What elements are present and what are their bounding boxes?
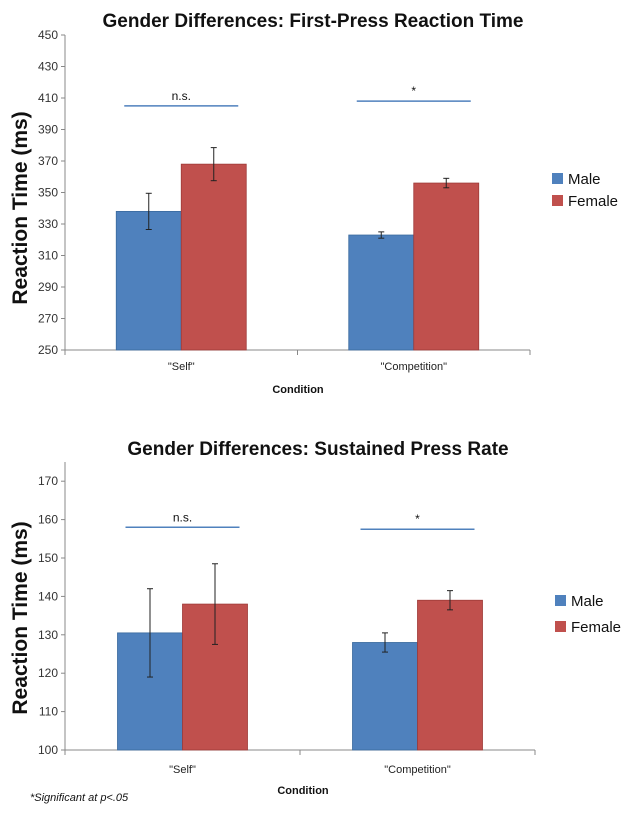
chart1-y-tick-label: 450: [38, 28, 58, 42]
chart1-significance-label-1: n.s.: [172, 89, 191, 103]
chart2-bar-male-2: [352, 642, 418, 751]
chart2-bar-female-2: [417, 599, 483, 751]
chart1-bar-female-2: [413, 182, 480, 351]
chart1-legend-label-female: Female: [568, 193, 618, 210]
chart2-title: Gender Differences: Sustained Press Rate: [127, 439, 508, 460]
chart2-y-tick-label: 100: [38, 743, 58, 757]
chart1-y-tick-label: 410: [38, 91, 58, 105]
chart2-y-tick-label: 170: [38, 474, 58, 488]
chart1-category-label-1: "Self": [168, 361, 195, 373]
chart2-category-labels: "Self" "Competition": [169, 764, 451, 776]
chart1-category-labels: "Self" "Competition": [168, 361, 447, 373]
chart2-significance-markers: n.s. *: [125, 510, 475, 530]
chart1-y-tick-label: 270: [38, 312, 58, 326]
chart-sustained-press: Gender Differences: Sustained Press Rate…: [9, 439, 621, 797]
chart1-x-axis-label: Condition: [272, 384, 324, 396]
chart1-bar-male-2: [348, 234, 415, 351]
chart2-category-label-2: "Competition": [384, 764, 451, 776]
chart2-legend-swatch-male: [555, 595, 566, 606]
chart2-x-axis-label: Condition: [277, 785, 329, 797]
chart2-y-axis-label: Reaction Time (ms): [9, 521, 32, 714]
chart2-y-tick-label: 140: [38, 589, 58, 603]
chart1-legend: Male Female: [552, 171, 618, 210]
chart2-y-tick-label: 160: [38, 513, 58, 527]
chart2-category-label-1: "Self": [169, 764, 196, 776]
chart2-legend-label-female: Female: [571, 619, 621, 636]
footnote: *Significant at p<.05: [30, 792, 129, 804]
chart1-bar-female-1: [180, 163, 247, 351]
chart1-category-label-2: "Competition": [380, 361, 447, 373]
chart1-bars: [115, 147, 480, 351]
chart2-significance-label-2: *: [415, 512, 420, 526]
chart1-bar-male-1: [115, 210, 182, 351]
chart1-legend-swatch-male: [552, 173, 563, 184]
chart1-y-tick-label: 330: [38, 217, 58, 231]
chart2-legend: Male Female: [555, 593, 621, 636]
chart1-legend-label-male: Male: [568, 171, 601, 188]
chart1-title: Gender Differences: First-Press Reaction…: [103, 11, 524, 32]
chart1-y-tick-label: 310: [38, 249, 58, 263]
chart-first-press: Gender Differences: First-Press Reaction…: [9, 11, 618, 396]
chart2-y-tick-label: 130: [38, 628, 58, 642]
chart1-legend-swatch-female: [552, 195, 563, 206]
chart2-legend-swatch-female: [555, 621, 566, 632]
chart1-significance-markers: n.s. *: [124, 84, 471, 107]
chart1-significance-label-2: *: [411, 84, 416, 98]
chart2-y-tick-label: 110: [39, 705, 58, 719]
chart1-y-tick-label: 350: [38, 186, 58, 200]
chart1-y-axis-label: Reaction Time (ms): [9, 111, 32, 304]
chart2-y-tick-label: 120: [38, 666, 58, 680]
chart2-y-tick-label: 150: [38, 551, 58, 565]
chart2-bars: [117, 563, 483, 751]
chart1-y-tick-label: 430: [38, 60, 58, 74]
chart1-y-tick-label: 250: [38, 343, 58, 357]
chart1-y-ticks: 250 270 290 310 330 350 370 390 410 430 450: [38, 28, 531, 357]
chart2-significance-label-1: n.s.: [173, 510, 192, 524]
chart1-y-tick-label: 290: [38, 280, 58, 294]
chart2-legend-label-male: Male: [571, 593, 604, 610]
chart1-y-tick-label: 390: [38, 123, 58, 137]
chart1-y-tick-label: 370: [38, 154, 58, 168]
